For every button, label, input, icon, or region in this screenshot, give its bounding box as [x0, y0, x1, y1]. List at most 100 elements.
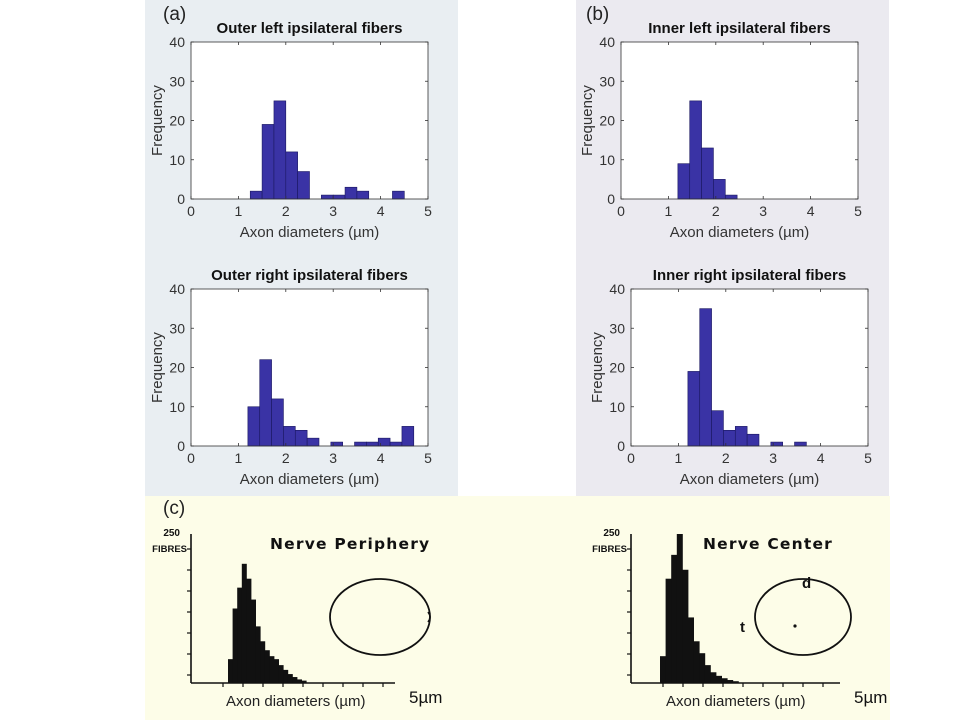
outer-right-xtick-label: 0 — [187, 450, 195, 466]
outer-right-bar — [354, 441, 367, 447]
outer-right-bar — [366, 441, 379, 447]
outer-right-bar — [389, 441, 403, 447]
inner-left-bar — [677, 163, 691, 200]
inner-right-xtick-label: 1 — [675, 450, 683, 466]
outer-right-xtick-label: 5 — [424, 450, 432, 466]
nerve-periphery-bar — [228, 659, 233, 683]
inner-right-chart: 0 1 2 3 4 5 0 10 20 30 40 Inner right ipsilateral f… — [589, 267, 872, 488]
outer-left-bar — [297, 171, 310, 200]
inner-right-plot-area — [631, 289, 868, 446]
inner-left-chart: 0 1 2 3 4 5 0 10 20 30 40 Inner left ipsilateral fi… — [579, 20, 862, 241]
inner-left-bar — [689, 100, 702, 200]
inner-right-xtick-label: 5 — [864, 450, 872, 466]
inner-right-ylabel: Frequency — [589, 332, 606, 403]
outer-right-title: Outer right ipsilateral fibers — [211, 267, 408, 284]
nerve-periphery-title: Nerve Periphery — [270, 535, 430, 553]
nerve-periphery-ylabel: FIBRES — [152, 544, 187, 555]
nerve-center-ylabel: FIBRES — [592, 544, 627, 555]
outer-right-xtick-label: 1 — [235, 450, 243, 466]
inner-right-xtick-label: 3 — [769, 450, 777, 466]
inner-left-plot-area — [621, 42, 858, 199]
inner-right-ytick-label: 10 — [609, 399, 625, 415]
outer-right-xtick-label: 3 — [329, 450, 337, 466]
outer-right-bar — [271, 398, 284, 447]
nerve-periphery-bar — [260, 641, 266, 683]
inner-right-bar — [746, 433, 760, 447]
nerve-periphery-bar — [274, 659, 279, 683]
nerve-periphery-bar — [251, 599, 256, 683]
outer-right-xtick-label: 2 — [282, 450, 290, 466]
inner-right-bar — [723, 429, 736, 447]
inner-left-ytick-label: 20 — [599, 113, 615, 129]
outer-right-bar — [330, 441, 343, 447]
nerve-periphery-x-end-label: 5µm — [409, 688, 442, 707]
outer-left-ytick-label: 20 — [169, 113, 185, 129]
inner-left-xtick-label: 2 — [712, 203, 720, 219]
inner-left-ytick-label: 0 — [607, 191, 615, 207]
nerve-periphery-bar — [264, 650, 270, 683]
nerve-periphery-bar — [278, 665, 284, 683]
nerve-periphery-bar — [301, 680, 307, 683]
nerve-periphery-xlabel: Axon diameters (µm) — [226, 693, 366, 710]
outer-left-bar — [285, 151, 298, 200]
nerve-periphery-bar — [255, 626, 261, 683]
nerve-periphery-bar — [287, 674, 293, 683]
panel-label-b: (b) — [586, 4, 610, 25]
nerve-center-annotation-d: d — [802, 575, 811, 592]
inner-right-title: Inner right ipsilateral fibers — [653, 267, 846, 284]
outer-right-chart: 0 1 2 3 4 5 0 10 20 30 40 Outer right ipsilateral f… — [149, 267, 432, 488]
outer-left-bar — [356, 190, 370, 200]
nerve-center-dot — [793, 624, 797, 628]
inner-left-ytick-label: 10 — [599, 152, 615, 168]
inner-left-xlabel: Axon diameters (µm) — [670, 224, 810, 241]
outer-left-bar — [261, 124, 275, 200]
outer-left-xtick-label: 0 — [187, 203, 195, 219]
inner-right-bar — [711, 410, 724, 447]
outer-left-title: Outer left ipsilateral fibers — [217, 20, 403, 37]
nerve-periphery-bar — [232, 608, 238, 683]
inner-right-xtick-label: 0 — [627, 450, 635, 466]
inner-left-title: Inner left ipsilateral fibers — [648, 20, 831, 37]
nerve-center-bar — [665, 578, 672, 683]
nerve-periphery-chart: 250 FIBRES Nerve Periphery Axon diameters (… — [152, 528, 442, 710]
nerve-periphery-bar — [237, 587, 243, 683]
inner-right-ytick-label: 0 — [617, 438, 625, 454]
nerve-periphery-bar — [246, 578, 252, 683]
inner-left-ytick-label: 30 — [599, 73, 615, 89]
outer-left-xtick-label: 4 — [377, 203, 385, 219]
nerve-center-bar — [732, 681, 739, 683]
inner-right-ytick-label: 30 — [609, 320, 625, 336]
outer-left-bar — [344, 186, 358, 200]
nerve-center-bar — [716, 675, 722, 683]
inner-right-xtick-label: 4 — [817, 450, 825, 466]
outer-left-ytick-label: 30 — [169, 73, 185, 89]
outer-left-xtick-label: 3 — [329, 203, 337, 219]
inner-right-bar — [687, 371, 701, 447]
inner-right-xlabel: Axon diameters (µm) — [680, 471, 820, 488]
nerve-periphery-bar — [269, 656, 275, 683]
nerve-center-chart: 250 FIBRES Nerve Center Axon diameters (µm)… — [592, 528, 887, 710]
inner-right-ytick-label: 40 — [609, 281, 625, 297]
nerve-center-bar — [682, 569, 689, 683]
inner-left-bar — [713, 179, 726, 200]
outer-left-ytick-label: 40 — [169, 34, 185, 50]
panel-label-c: (c) — [163, 498, 186, 519]
outer-left-bar — [273, 100, 287, 200]
outer-right-bar — [259, 359, 272, 447]
inner-left-xtick-label: 1 — [665, 203, 673, 219]
inner-right-bar — [734, 426, 748, 447]
outer-right-bar — [247, 406, 261, 447]
nerve-center-xlabel: Axon diameters (µm) — [666, 693, 806, 710]
inner-left-ylabel: Frequency — [579, 85, 596, 156]
inner-right-xtick-label: 2 — [722, 450, 730, 466]
nerve-center-bar — [721, 678, 728, 683]
outer-left-xtick-label: 2 — [282, 203, 290, 219]
inner-right-bar — [699, 308, 712, 447]
outer-left-bar — [392, 190, 405, 200]
inner-left-xtick-label: 5 — [854, 203, 862, 219]
inner-left-xtick-label: 3 — [759, 203, 767, 219]
nerve-center-x-end-label: 5µm — [854, 688, 887, 707]
nerve-periphery-bar — [297, 679, 302, 683]
nerve-center-bar — [727, 680, 734, 683]
